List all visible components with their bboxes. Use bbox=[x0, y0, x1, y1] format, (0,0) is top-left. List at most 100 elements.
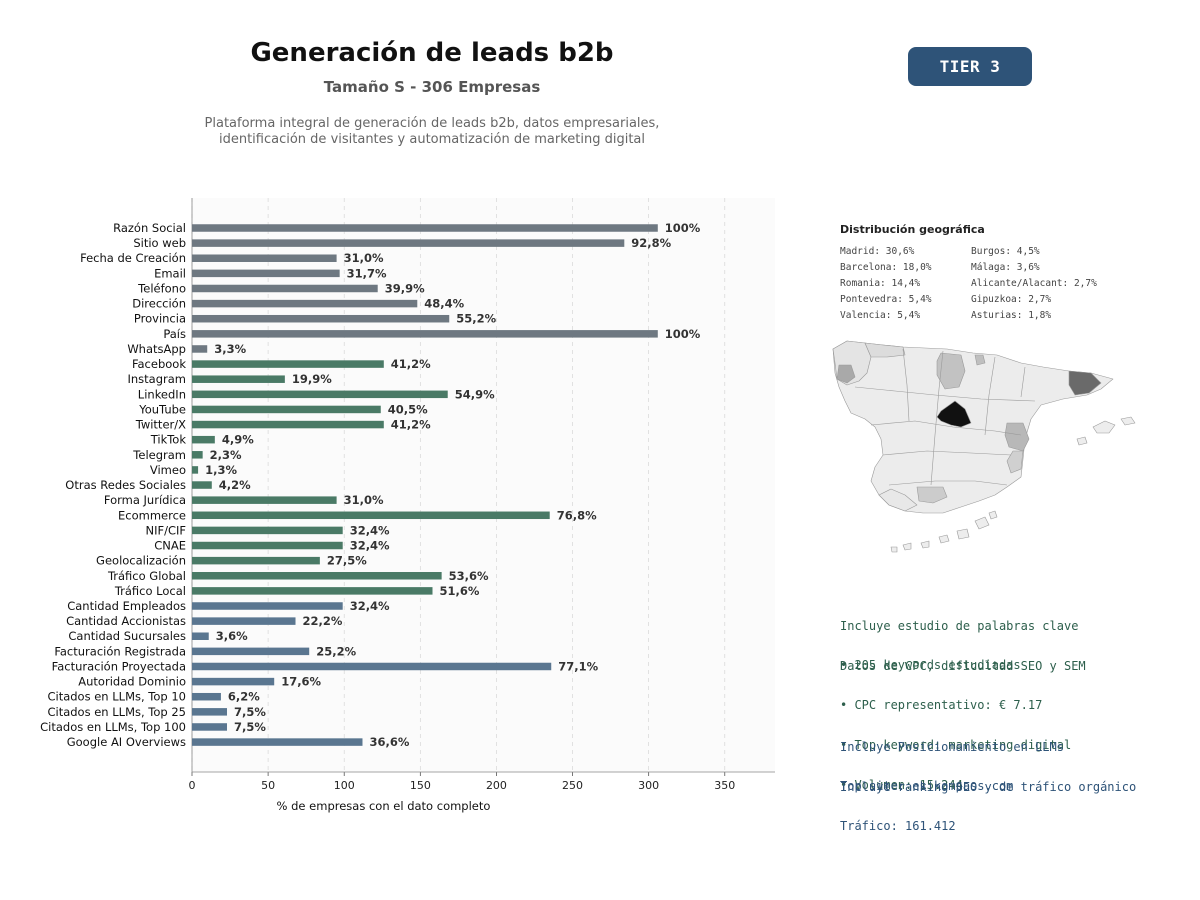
top-site: Top site: es.kompass.com bbox=[840, 778, 1014, 793]
map-region-peninsula bbox=[832, 340, 1114, 514]
seo-bullet: • Volumen: 15.244 bbox=[840, 778, 963, 793]
data-label: 76,8% bbox=[557, 508, 597, 522]
y-tick-label: Autoridad Dominio bbox=[78, 675, 186, 689]
map-region-gipuzkoa bbox=[974, 354, 986, 366]
data-label: 3,3% bbox=[214, 342, 246, 356]
map-region-canarias bbox=[890, 510, 998, 553]
bar bbox=[192, 360, 384, 368]
bar-chart: 0 50 100 150 200 250 300 350 Razón Social 100% Sit… bbox=[40, 198, 775, 813]
geo-item: Madrid: 30,6% bbox=[840, 246, 915, 257]
y-tick-label: Cantidad Accionistas bbox=[66, 614, 186, 628]
llm-info: Incluye Posicionamiento en LLMs Incluye … bbox=[840, 714, 1136, 808]
bar bbox=[192, 708, 228, 716]
bar bbox=[192, 435, 215, 444]
bar bbox=[192, 284, 378, 293]
page-description: Plataforma integral de generación de lea… bbox=[182, 116, 682, 148]
data-label: 31,0% bbox=[344, 251, 384, 265]
bar bbox=[192, 481, 212, 489]
bar bbox=[192, 511, 550, 520]
y-tick-label: Facturación Registrada bbox=[54, 644, 186, 658]
bar bbox=[192, 254, 337, 262]
data-label: 7,5% bbox=[234, 720, 266, 734]
y-tick-label: Sitio web bbox=[133, 236, 186, 250]
map-region-alicante bbox=[1006, 450, 1024, 474]
y-tick-label: WhatsApp bbox=[127, 342, 186, 356]
data-label: 19,9% bbox=[292, 372, 332, 386]
bar bbox=[192, 330, 658, 338]
y-tick-label: Twitter/X bbox=[135, 418, 186, 432]
top-site-traffic: Tráfico: 161.412 bbox=[840, 819, 956, 834]
data-label: 77,1% bbox=[558, 659, 598, 673]
y-tick-label: Facebook bbox=[132, 357, 186, 371]
y-tick-label: Vimeo bbox=[150, 463, 186, 477]
data-label: 36,6% bbox=[369, 735, 409, 749]
y-tick-label: Tráfico Local bbox=[114, 584, 186, 598]
x-tick-label: 150 bbox=[410, 779, 431, 792]
y-tick-label: LinkedIn bbox=[138, 387, 186, 401]
bar bbox=[192, 496, 337, 504]
bar bbox=[192, 602, 343, 610]
map-region-madrid bbox=[936, 400, 972, 428]
x-axis-label: % de empresas con el dato completo bbox=[277, 799, 491, 813]
bar bbox=[192, 466, 199, 474]
bar bbox=[192, 541, 343, 550]
bar bbox=[192, 617, 296, 625]
y-tick-label: TikTok bbox=[150, 433, 187, 447]
data-label: 48,4% bbox=[424, 297, 464, 311]
data-label: 32,4% bbox=[350, 599, 390, 613]
x-tick-label: 250 bbox=[562, 779, 583, 792]
data-label: 7,5% bbox=[234, 705, 266, 719]
data-label: 4,2% bbox=[219, 478, 251, 492]
x-tick-label: 300 bbox=[638, 779, 659, 792]
y-tick-label: Instagram bbox=[127, 372, 186, 386]
data-label: 32,4% bbox=[350, 539, 390, 553]
bar bbox=[192, 239, 625, 247]
geo-item: Romania: 14,4% bbox=[840, 278, 921, 289]
map-region-malaga bbox=[916, 486, 948, 504]
y-tick-label: YouTube bbox=[138, 402, 186, 416]
data-label: 2,3% bbox=[210, 448, 242, 462]
geo-item: Alicante/Alacant: 2,7% bbox=[971, 278, 1097, 289]
geo-title: Distribución geográfica bbox=[840, 223, 985, 236]
data-label: 3,6% bbox=[216, 629, 248, 643]
data-label: 6,2% bbox=[228, 690, 260, 704]
data-label: 31,7% bbox=[347, 266, 387, 280]
y-tick-label: Facturación Proyectada bbox=[52, 659, 186, 673]
seo-bullet: • 205 keywords estudiadas bbox=[840, 657, 1021, 672]
y-tick-label: País bbox=[163, 327, 186, 341]
description-line-1: Plataforma integral de generación de lea… bbox=[204, 116, 660, 131]
bar bbox=[192, 345, 208, 353]
y-tick-label: Otras Redes Sociales bbox=[65, 478, 186, 492]
y-tick-label: CNAE bbox=[154, 539, 186, 553]
llm-top-site: Top site: es.kompass.com Tráfico: 161.41… bbox=[840, 753, 1013, 847]
y-tick-label: Email bbox=[154, 266, 186, 280]
data-label: 32,4% bbox=[350, 523, 390, 537]
data-label: 40,5% bbox=[388, 402, 428, 416]
geo-item: Valencia: 5,4% bbox=[840, 310, 921, 321]
bar bbox=[192, 451, 203, 459]
bar bbox=[192, 224, 658, 232]
seo-line-2: Datos de CPC, dificultad SEO y SEM bbox=[840, 659, 1086, 674]
data-label: 100% bbox=[665, 221, 701, 235]
bar bbox=[192, 405, 381, 414]
geo-item: Málaga: 3,6% bbox=[971, 262, 1040, 273]
y-tick-label: Fecha de Creación bbox=[80, 251, 186, 265]
map-region-asturias bbox=[864, 342, 906, 358]
x-tick-label: 100 bbox=[334, 779, 355, 792]
bar bbox=[192, 632, 209, 640]
y-tick-label: Google AI Overviews bbox=[67, 735, 186, 749]
y-tick-label: NIF/CIF bbox=[145, 523, 186, 537]
data-label: 55,2% bbox=[456, 312, 496, 326]
y-tick-label: Tráfico Global bbox=[107, 569, 186, 583]
y-tick-label: Forma Jurídica bbox=[104, 493, 186, 507]
llm-line-1: Incluye Posicionamiento en LLMs bbox=[840, 739, 1064, 754]
y-tick-label: Ecommerce bbox=[118, 508, 186, 522]
bar bbox=[192, 390, 448, 399]
geo-item: Barcelona: 18,0% bbox=[840, 262, 932, 273]
y-tick-label: Citados en LLMs, Top 10 bbox=[47, 690, 186, 704]
bar bbox=[192, 375, 285, 383]
seo-info: Incluye estudio de palabras clave Datos … bbox=[840, 593, 1086, 687]
data-label: 41,2% bbox=[391, 357, 431, 371]
seo-bullet: • CPC representativo: € 7.17 bbox=[840, 698, 1043, 713]
y-tick-label: Cantidad Empleados bbox=[67, 599, 186, 613]
